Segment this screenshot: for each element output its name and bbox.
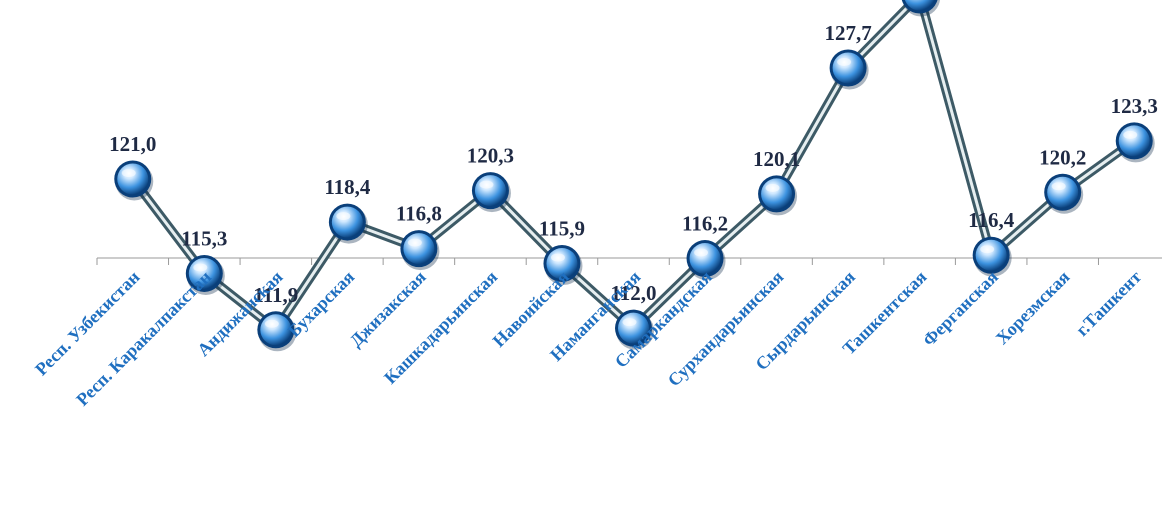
data-label: 116,4 [968, 208, 1015, 232]
series-markers [114, 0, 1155, 352]
data-label: 115,9 [539, 217, 585, 241]
data-point [615, 309, 654, 350]
category-label: Ферганская [919, 267, 1003, 351]
data-point [400, 230, 440, 271]
data-label: 123,3 [1111, 94, 1158, 118]
data-point [1115, 122, 1155, 163]
data-label: 120,1 [753, 147, 800, 171]
data-label: 118,4 [324, 175, 371, 199]
data-label: 116,8 [396, 202, 442, 226]
data-point [257, 311, 297, 352]
data-point [185, 254, 225, 295]
category-label: Респ. Каракалпакстан [72, 267, 215, 410]
data-point [686, 240, 726, 281]
data-label: 115,3 [181, 226, 227, 250]
data-point [471, 172, 511, 213]
data-point [114, 160, 154, 201]
data-label: 127,7 [824, 21, 871, 45]
data-point [829, 49, 869, 90]
data-point [328, 203, 368, 244]
data-label: 111,9 [253, 283, 298, 307]
data-point [758, 175, 798, 216]
data-point [972, 236, 1012, 277]
category-label: Хорезмская [992, 267, 1074, 349]
data-point [1044, 173, 1084, 214]
category-label: г.Ташкент [1072, 267, 1145, 340]
data-label: 120,3 [467, 144, 514, 168]
data-label: 121,0 [109, 132, 156, 156]
data-point [901, 0, 940, 17]
data-label: 120,2 [1039, 145, 1086, 169]
data-label: 116,2 [682, 212, 728, 236]
data-labels: 121,0 115,3 111,9 118,4 116,8 120,3 115,9 112,0… [109, 21, 1158, 307]
data-point [543, 245, 583, 286]
data-label: 112,0 [610, 281, 656, 305]
